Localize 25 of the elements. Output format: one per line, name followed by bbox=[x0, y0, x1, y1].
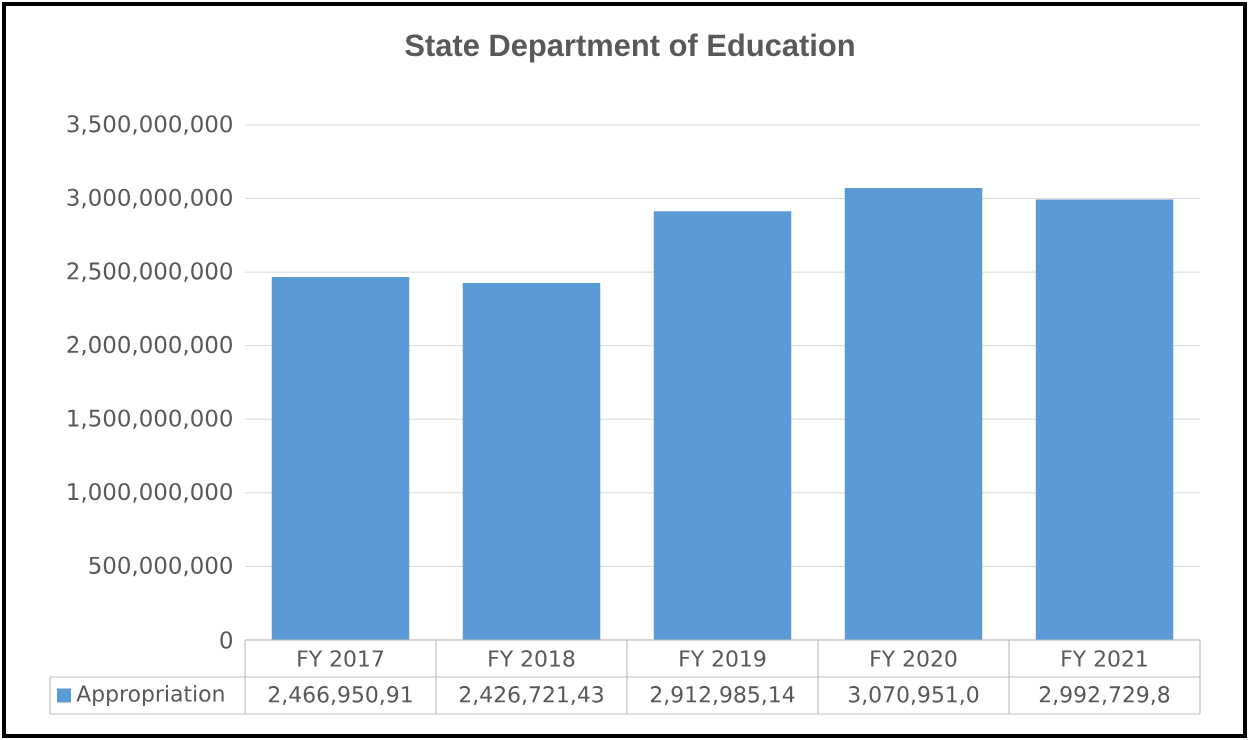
x-tick-label: FY 2018 bbox=[489, 650, 575, 667]
data-label: 2,466,950,91 bbox=[268, 686, 412, 705]
y-tick-label: 1,500,000,000 bbox=[68, 409, 232, 430]
y-tick-label: 2,000,000,000 bbox=[67, 335, 232, 356]
bar bbox=[462, 282, 601, 640]
y-tick-label: 1,000,000,000 bbox=[68, 483, 232, 503]
chart-title: State Department of Education bbox=[405, 33, 854, 63]
x-tick-label: FY 2019 bbox=[680, 650, 766, 667]
legend-label: Appropriation bbox=[76, 684, 224, 707]
data-label: 2,912,985,14 bbox=[650, 686, 795, 705]
data-label: 3,070,951,0 bbox=[848, 686, 979, 705]
bar bbox=[271, 276, 410, 640]
data-label: 2,992,729,8 bbox=[1039, 686, 1170, 705]
y-tick-label: 3,000,000,000 bbox=[67, 188, 232, 209]
y-tick-label: 0 bbox=[220, 631, 232, 649]
y-tick-label: 2,500,000,000 bbox=[67, 262, 232, 282]
x-tick-label: FY 2021 bbox=[1062, 650, 1147, 667]
bar bbox=[844, 188, 983, 640]
data-label: 2,426,721,43 bbox=[459, 686, 603, 705]
y-tick-label: 500,000,000 bbox=[89, 556, 232, 577]
x-tick-label: FY 2020 bbox=[871, 650, 957, 667]
bar bbox=[1035, 199, 1174, 640]
bar bbox=[653, 211, 792, 640]
x-tick-label: FY 2017 bbox=[298, 650, 383, 667]
y-tick-label: 3,500,000,000 bbox=[67, 115, 232, 135]
